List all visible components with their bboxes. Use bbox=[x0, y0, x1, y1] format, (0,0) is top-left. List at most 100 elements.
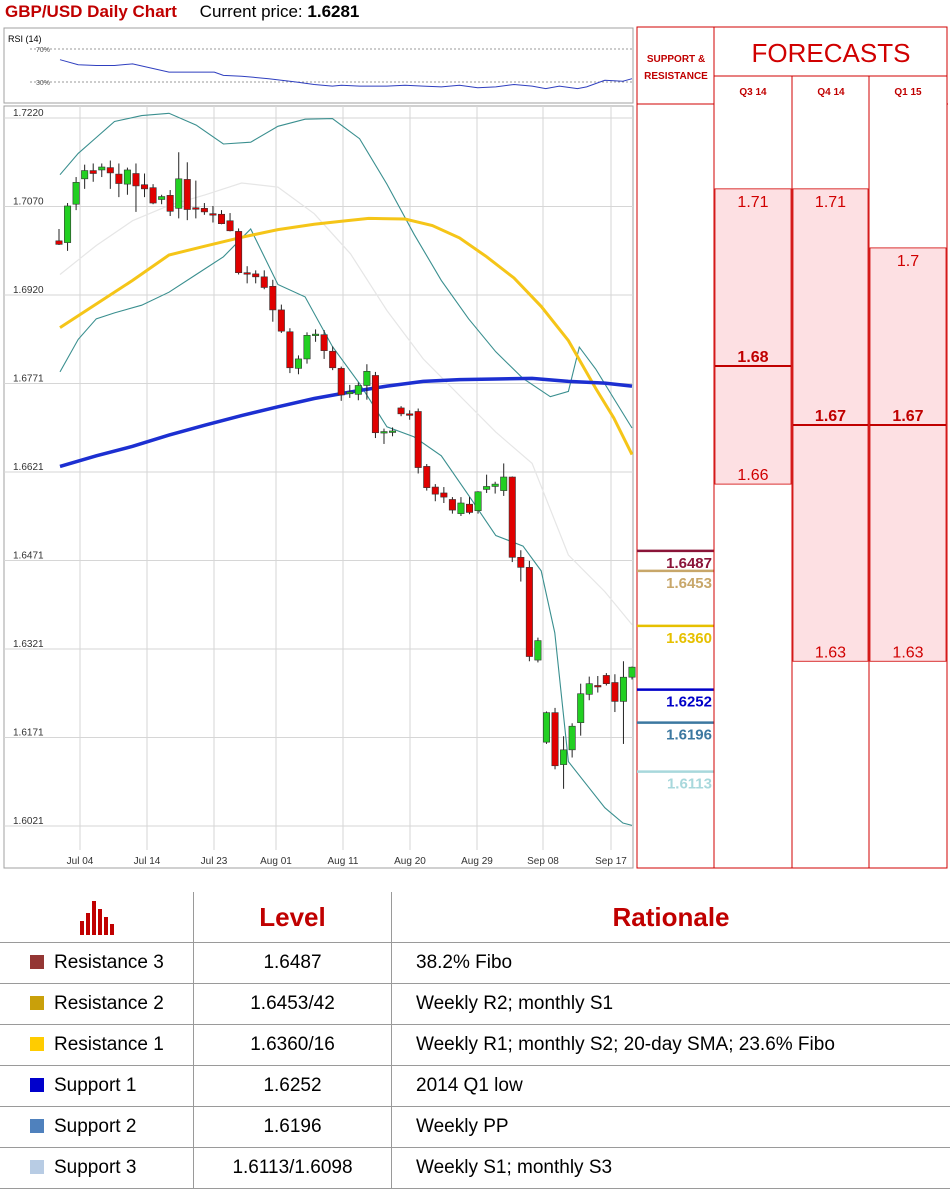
candle bbox=[602, 673, 610, 686]
table-row: Support 2 1.6196 Weekly PP bbox=[0, 1106, 950, 1148]
bollinger-upper-line bbox=[59, 112, 633, 429]
level-rationale: Weekly PP bbox=[391, 1106, 950, 1148]
rsi-30-label: 30% bbox=[36, 80, 50, 87]
candle bbox=[329, 346, 337, 371]
forecast-range: 1.71 1.67 1.63 bbox=[792, 188, 869, 662]
x-tick-label: Sep 08 bbox=[527, 856, 559, 867]
candle bbox=[508, 476, 516, 563]
forecast-ranges: 1.71 1.68 1.66 1.71 1.67 1.63 1.7 1.67 1.63 bbox=[714, 188, 947, 662]
sr-header-line1: SUPPORT & bbox=[647, 54, 705, 65]
level-name: Resistance 1 bbox=[54, 1034, 164, 1055]
level-value: 1.6113/1.6098 bbox=[193, 1147, 392, 1189]
support-resistance-column: SUPPORT & RESISTANCE 1.64871.64531.63601… bbox=[636, 26, 948, 869]
candle bbox=[141, 173, 149, 198]
forecasts-title: FORECASTS bbox=[752, 38, 911, 68]
candle bbox=[312, 329, 320, 342]
level-value-label: 1.6113 bbox=[667, 776, 712, 793]
level-name: Resistance 3 bbox=[54, 952, 164, 973]
moving-average-yellow-line bbox=[59, 216, 634, 456]
color-swatch bbox=[30, 1160, 44, 1174]
forecast-high: 1.71 bbox=[815, 194, 846, 211]
candle bbox=[354, 382, 362, 401]
candle bbox=[500, 463, 508, 496]
candle bbox=[183, 162, 191, 221]
level-marker: 1.6487 bbox=[637, 549, 714, 572]
candle bbox=[209, 205, 217, 223]
level-value-label: 1.6453 bbox=[666, 575, 712, 592]
forecast-range: 1.71 1.68 1.66 bbox=[714, 188, 792, 485]
candle bbox=[243, 266, 251, 284]
candle bbox=[363, 364, 371, 400]
rsi-70-label: 70% bbox=[36, 47, 50, 54]
levels-table: Level Rationale Resistance 3 1.6487 38.2… bbox=[0, 892, 950, 1189]
rsi-line bbox=[59, 59, 633, 90]
forecast-low: 1.63 bbox=[892, 644, 923, 661]
x-axis-ticks: Jul 04 Jul 14 Jul 23 Aug 01 Aug 11 Aug 20 Aug … bbox=[67, 856, 628, 867]
level-rationale: Weekly R1; monthly S2; 20-day SMA; 23.6%… bbox=[391, 1024, 950, 1066]
candle bbox=[55, 229, 63, 245]
forecast-high: 1.71 bbox=[737, 194, 768, 211]
y-tick-label: 1.6621 bbox=[13, 462, 44, 473]
candle bbox=[577, 683, 585, 736]
rsi-label: RSI (14) bbox=[8, 34, 42, 44]
candlesticks bbox=[55, 152, 636, 789]
x-tick-label: Aug 01 bbox=[260, 856, 292, 867]
candle bbox=[175, 152, 183, 219]
x-tick-label: Jul 23 bbox=[201, 856, 228, 867]
candle bbox=[166, 190, 174, 217]
candle bbox=[431, 484, 439, 502]
forecast-average: 1.68 bbox=[737, 349, 768, 366]
candle bbox=[217, 210, 225, 225]
table-row: Resistance 3 1.6487 38.2% Fibo bbox=[0, 942, 950, 984]
color-swatch bbox=[30, 1119, 44, 1133]
rationale-column-header: Rationale bbox=[391, 892, 950, 943]
x-tick-label: Sep 17 bbox=[595, 856, 627, 867]
candle bbox=[106, 160, 114, 189]
forecast-high: 1.7 bbox=[897, 253, 919, 270]
y-tick-label: 1.6321 bbox=[13, 639, 44, 650]
x-tick-label: Jul 04 bbox=[67, 856, 94, 867]
candle bbox=[64, 203, 72, 251]
candle bbox=[619, 661, 627, 744]
candle bbox=[132, 163, 140, 212]
level-value-label: 1.6196 bbox=[666, 727, 712, 744]
candle bbox=[235, 228, 243, 275]
color-swatch bbox=[30, 996, 44, 1010]
level-marker: 1.6196 bbox=[637, 721, 714, 744]
y-tick-label: 1.7070 bbox=[13, 197, 44, 208]
table-row: Support 3 1.6113/1.6098 Weekly S1; month… bbox=[0, 1147, 950, 1189]
level-name: Support 1 bbox=[54, 1075, 137, 1096]
sr-header-line2: RESISTANCE bbox=[644, 71, 708, 82]
level-name: Support 3 bbox=[54, 1157, 137, 1178]
chart-canvas: RSI (14) 70% 30% 1.72201.70701.69201.677… bbox=[3, 26, 948, 869]
candle bbox=[389, 427, 397, 437]
level-value: 1.6453/42 bbox=[193, 983, 392, 1025]
candle bbox=[72, 177, 80, 211]
candle bbox=[517, 550, 525, 582]
level-value-label: 1.6487 bbox=[666, 555, 712, 572]
level-name: Resistance 2 bbox=[54, 993, 164, 1014]
chart-header: GBP/USD Daily Chart Current price: 1.628… bbox=[5, 0, 359, 26]
candle bbox=[414, 408, 422, 474]
candle bbox=[440, 487, 448, 504]
candle bbox=[81, 164, 89, 189]
candle bbox=[252, 270, 260, 284]
x-tick-label: Aug 20 bbox=[394, 856, 426, 867]
rsi-panel: RSI (14) 70% 30% bbox=[3, 27, 634, 104]
candle bbox=[551, 707, 559, 770]
candle bbox=[89, 163, 97, 182]
candle bbox=[277, 304, 285, 333]
candle bbox=[423, 464, 431, 491]
chart-title: GBP/USD Daily Chart bbox=[5, 2, 177, 21]
y-tick-label: 1.6771 bbox=[13, 374, 44, 385]
y-tick-label: 1.7220 bbox=[13, 108, 44, 119]
bar-chart-icon bbox=[79, 901, 114, 935]
color-swatch bbox=[30, 1078, 44, 1092]
level-value-label: 1.6252 bbox=[666, 694, 712, 711]
forecast-low: 1.66 bbox=[737, 467, 768, 484]
candle bbox=[371, 371, 379, 439]
x-tick-label: Aug 11 bbox=[328, 856, 359, 867]
candle bbox=[346, 384, 354, 398]
candle bbox=[560, 736, 568, 789]
level-value: 1.6196 bbox=[193, 1106, 392, 1148]
